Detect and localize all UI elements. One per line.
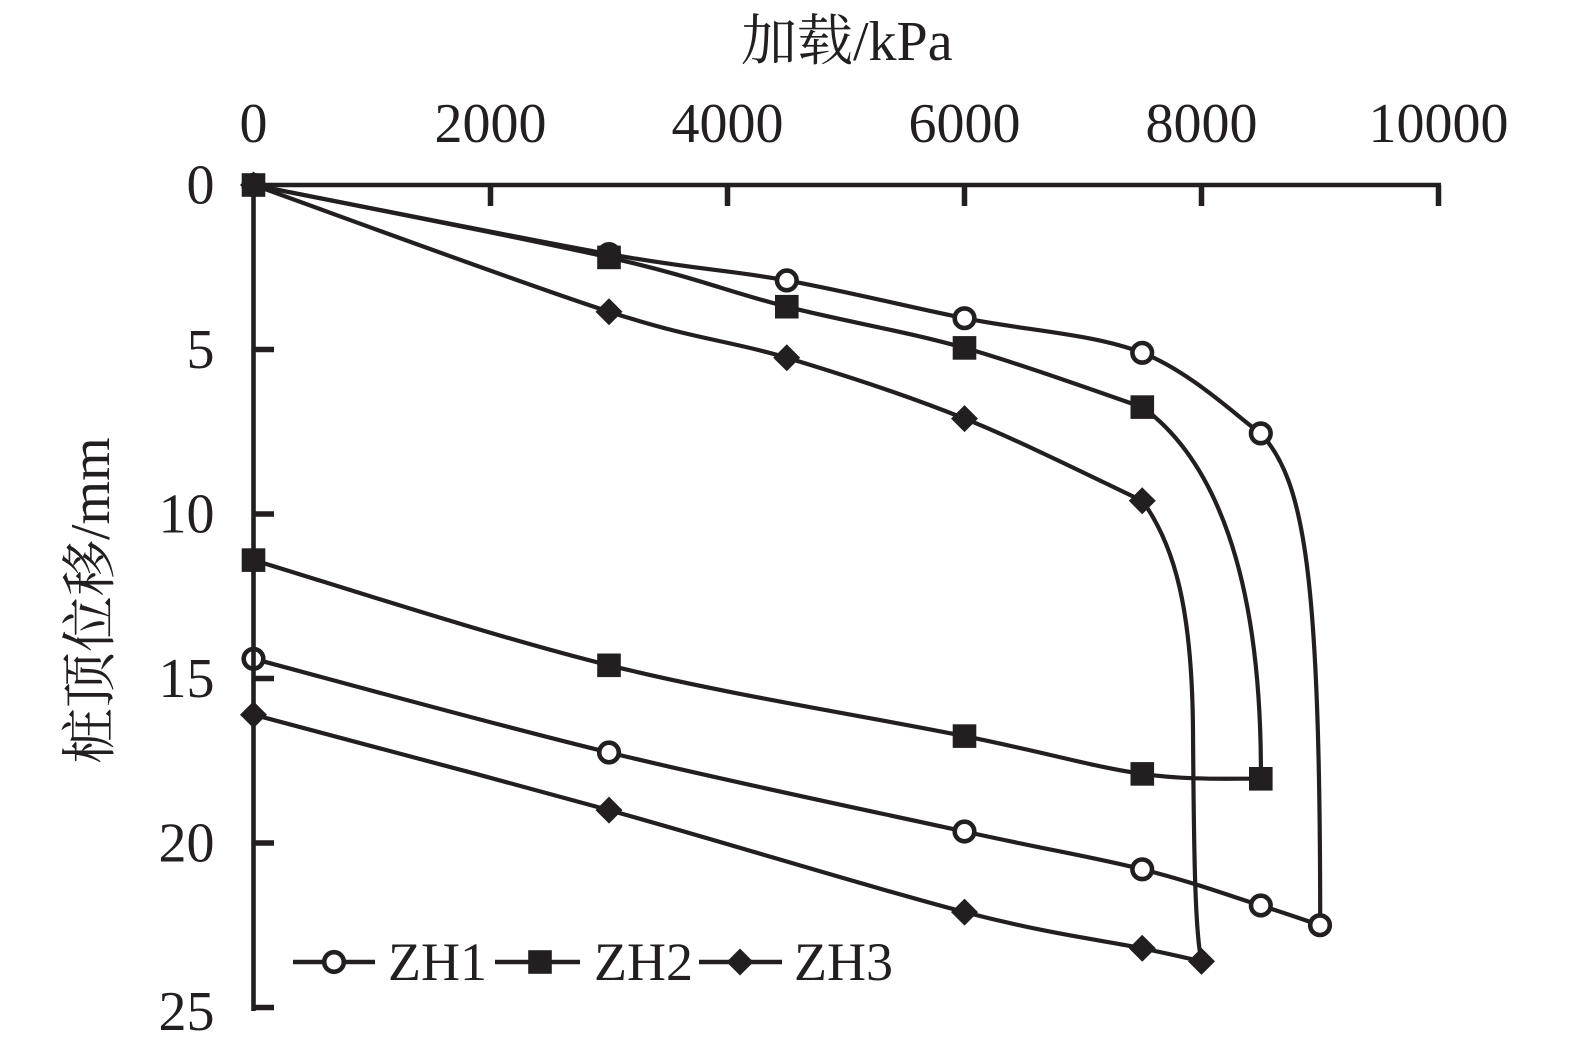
svg-text:10: 10	[159, 484, 215, 546]
svg-text:8000: 8000	[1146, 93, 1258, 155]
svg-text:15: 15	[159, 648, 215, 710]
svg-text:0: 0	[240, 93, 268, 155]
svg-text:5: 5	[187, 319, 215, 381]
svg-text:20: 20	[159, 813, 215, 875]
svg-text:25: 25	[159, 981, 215, 1043]
svg-text:6000: 6000	[909, 93, 1021, 155]
svg-text:10000: 10000	[1369, 93, 1509, 155]
svg-text:ZH3: ZH3	[794, 932, 893, 992]
svg-text:/kPa: /kPa	[853, 11, 953, 73]
svg-text:ZH2: ZH2	[594, 932, 693, 992]
svg-text:ZH1: ZH1	[388, 932, 487, 992]
svg-text:0: 0	[187, 155, 215, 217]
svg-text:4000: 4000	[672, 93, 784, 155]
svg-text:/mm: /mm	[60, 437, 122, 540]
svg-text:2000: 2000	[435, 93, 547, 155]
